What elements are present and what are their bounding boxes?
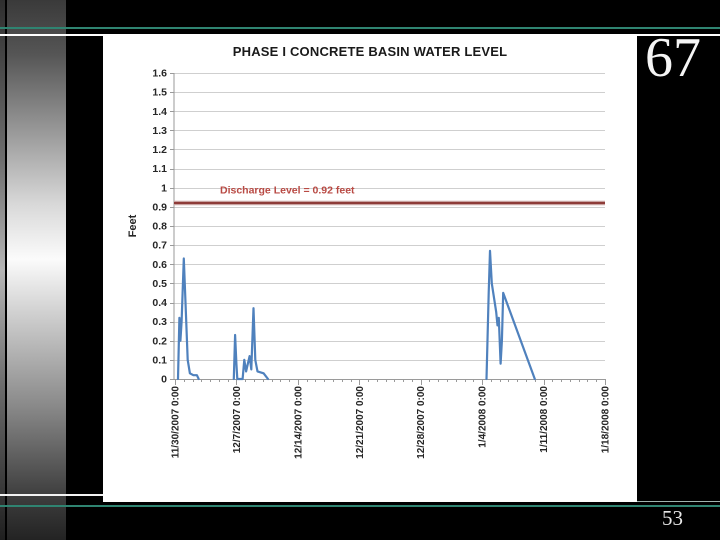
y-tick-label: 1.4: [152, 106, 167, 118]
y-tick-label: 0.2: [152, 335, 167, 347]
y-tick-label: 0.5: [152, 278, 167, 290]
bottom-white-line: [0, 494, 103, 496]
x-tick-label: 12/28/2007 0:00: [416, 386, 427, 459]
y-tick-label: 1.1: [152, 163, 167, 175]
x-tick-label: 12/7/2007 0:00: [232, 386, 243, 454]
left-divider-line: [5, 0, 7, 540]
left-gradient-strip: [0, 0, 7, 540]
slide-number-top: 67: [645, 27, 701, 89]
top-accent-line: [0, 27, 720, 29]
slide: PHASE I CONCRETE BASIN WATER LEVEL Feet …: [103, 36, 637, 502]
y-tick-label: 1.3: [152, 125, 167, 137]
y-tick-label: 0.9: [152, 201, 167, 213]
water-level-series: [232, 307, 270, 381]
x-tick-label: 1/18/2008 0:00: [601, 386, 612, 454]
water-level-series: [176, 257, 200, 381]
slide-number-bottom: 53: [662, 506, 683, 530]
y-tick-label: 0: [161, 374, 167, 386]
y-tick-label: 1.2: [152, 144, 167, 156]
y-tick-label: 1: [161, 182, 167, 194]
discharge-line-label: Discharge Level = 0.92 feet: [220, 185, 355, 197]
x-tick-label: 12/21/2007 0:00: [355, 386, 366, 459]
x-tick-label: 12/14/2007 0:00: [293, 386, 304, 459]
bottom-accent-line: [0, 505, 720, 507]
y-tick-label: 0.7: [152, 240, 167, 252]
bottom-gray-line: [637, 501, 720, 502]
y-tick-label: 0.3: [152, 316, 167, 328]
left-gradient-bar: [7, 0, 66, 540]
x-tick-label: 11/30/2007 0:00: [171, 386, 182, 459]
water-level-chart: 0 0.1 0.2 0.3 0.4 0.5 0.6 0.7 0.8 0.9 1 1.1 1.2 1.3 1.…: [152, 68, 612, 459]
y-tick-label: 0.1: [152, 354, 167, 366]
y-tick-label: 0.8: [152, 221, 167, 233]
y-tick-label: 0.6: [152, 259, 167, 271]
top-white-line: [0, 34, 720, 36]
chart-title: PHASE I CONCRETE BASIN WATER LEVEL: [232, 44, 508, 59]
y-tick-label: 1.5: [152, 87, 167, 99]
y-tick-label: 0.4: [152, 297, 167, 309]
water-level-series: [485, 249, 536, 381]
y-tick-label: 1.6: [152, 68, 167, 80]
x-tick-label: 1/4/2008 0:00: [478, 386, 489, 448]
x-tick-label: 1/11/2008 0:00: [539, 386, 550, 453]
